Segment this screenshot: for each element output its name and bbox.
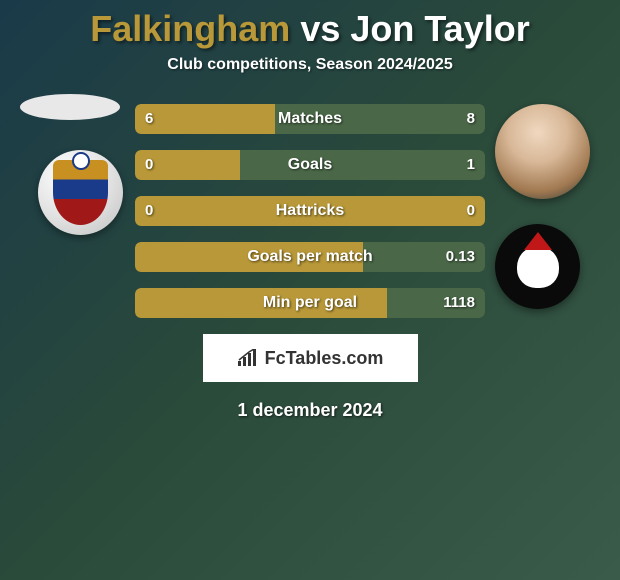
stat-label: Goals [135, 150, 485, 180]
stat-value-right: 0 [467, 196, 475, 226]
stat-label: Matches [135, 104, 485, 134]
stat-label: Goals per match [135, 242, 485, 272]
stat-row: 0Hattricks0 [135, 196, 485, 226]
subtitle: Club competitions, Season 2024/2025 [0, 56, 620, 74]
comparison-title: Falkingham vs Jon Taylor [0, 0, 620, 50]
stat-label: Hattricks [135, 196, 485, 226]
stat-value-right: 0.13 [446, 242, 475, 272]
stat-bars: 6Matches80Goals10Hattricks0Goals per mat… [135, 104, 485, 318]
content-area: 6Matches80Goals10Hattricks0Goals per mat… [0, 104, 620, 421]
stat-row: 6Matches8 [135, 104, 485, 134]
left-player-column [20, 94, 123, 235]
player1-club-crest [38, 150, 123, 235]
stat-row: Min per goal1118 [135, 288, 485, 318]
stat-row: 0Goals1 [135, 150, 485, 180]
player2-club-crest [495, 224, 580, 309]
chart-icon [237, 349, 259, 367]
stat-value-right: 1 [467, 150, 475, 180]
snapshot-date: 1 december 2024 [0, 400, 620, 421]
brand-footer: FcTables.com [203, 334, 418, 382]
player1-photo-placeholder [20, 94, 120, 120]
player2-photo [495, 104, 590, 199]
stat-value-right: 1118 [443, 288, 475, 318]
stat-label: Min per goal [135, 288, 485, 318]
right-player-column [495, 104, 590, 309]
stat-value-right: 8 [467, 104, 475, 134]
brand-text: FcTables.com [265, 348, 384, 369]
stat-row: Goals per match0.13 [135, 242, 485, 272]
